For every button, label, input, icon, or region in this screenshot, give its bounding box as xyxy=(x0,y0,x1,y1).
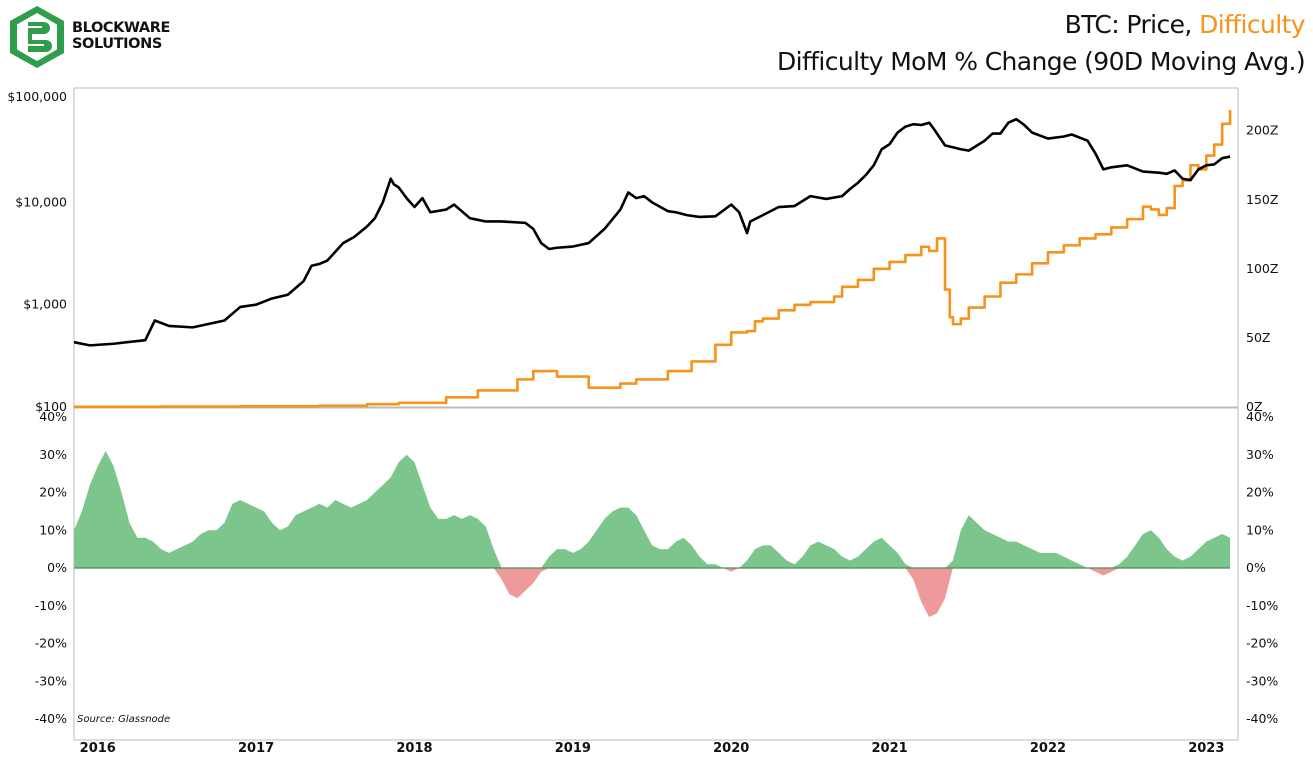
logo-mark-icon xyxy=(10,6,64,68)
y-left-tick-label: $100 xyxy=(35,399,67,414)
y-right-pct-tick-label: 30% xyxy=(1246,447,1274,462)
y-left-pct-tick-label: 0% xyxy=(47,560,67,575)
y-left-pct-tick-label: 30% xyxy=(39,447,67,462)
x-tick-label: 2023 xyxy=(1188,741,1224,756)
y-right-pct-tick-label: -40% xyxy=(1246,711,1278,726)
y-left-tick-label: $100,000 xyxy=(7,89,67,104)
top-panel-frame xyxy=(73,87,1239,408)
bottom-panel-frame xyxy=(73,407,1239,741)
x-tick-label: 2021 xyxy=(871,741,907,756)
y-left-pct-tick-label: -40% xyxy=(35,711,67,726)
positive-area xyxy=(74,450,1231,568)
x-tick-label: 2022 xyxy=(1030,741,1066,756)
y-left-tick-label: $1,000 xyxy=(23,297,67,312)
brand-name-line2: SOLUTIONS xyxy=(72,36,162,52)
y-right-pct-tick-label: -10% xyxy=(1246,598,1278,613)
y-right-tick-label: 100Z xyxy=(1246,261,1278,276)
chart-title-block: BTC: Price, Difficulty Difficulty MoM % … xyxy=(776,6,1306,80)
negative-area xyxy=(74,568,1231,618)
x-tick-label: 2018 xyxy=(396,741,432,756)
y-left-pct-tick-label: 20% xyxy=(39,485,67,500)
y-left-pct-tick-label: -30% xyxy=(35,673,67,688)
y-right-tick-label: 50Z xyxy=(1246,330,1270,345)
y-right-pct-tick-label: 40% xyxy=(1246,409,1274,424)
y-right-pct-tick-label: -30% xyxy=(1246,673,1278,688)
x-tick-label: 2019 xyxy=(555,741,591,756)
y-left-pct-tick-label: -20% xyxy=(35,636,67,651)
difficulty-line xyxy=(74,110,1232,409)
y-right-tick-label: 0Z xyxy=(1246,399,1263,414)
brand-logo: BLOCKWARE SOLUTIONS xyxy=(6,4,170,70)
chart-title-highlight: Difficulty xyxy=(1199,10,1305,39)
y-left-pct-tick-label: 40% xyxy=(39,409,67,424)
x-tick-label: 2020 xyxy=(713,741,749,756)
chart-title-line2: Difficulty MoM % Change (90D Moving Avg.… xyxy=(776,47,1306,76)
brand-name-line1: BLOCKWARE xyxy=(72,20,171,36)
x-tick-label: 2016 xyxy=(80,741,116,756)
chart-title-prefix: BTC: Price, xyxy=(1064,10,1200,39)
source-label: Source: Glassnode xyxy=(77,714,170,725)
y-left-pct-tick-label: -10% xyxy=(35,598,67,613)
x-tick-label: 2017 xyxy=(238,741,274,756)
chart-title-line1: BTC: Price, Difficulty xyxy=(777,6,1306,43)
y-right-pct-tick-label: 10% xyxy=(1246,522,1274,537)
y-left-pct-tick-label: 10% xyxy=(39,522,67,537)
y-right-tick-label: 150Z xyxy=(1246,192,1278,207)
y-right-pct-tick-label: 20% xyxy=(1246,485,1274,500)
y-right-pct-tick-label: -20% xyxy=(1246,636,1278,651)
price-line xyxy=(73,117,1231,347)
y-left-tick-label: $10,000 xyxy=(15,194,67,209)
y-right-tick-label: 200Z xyxy=(1246,123,1278,138)
y-right-pct-tick-label: 0% xyxy=(1246,560,1266,575)
